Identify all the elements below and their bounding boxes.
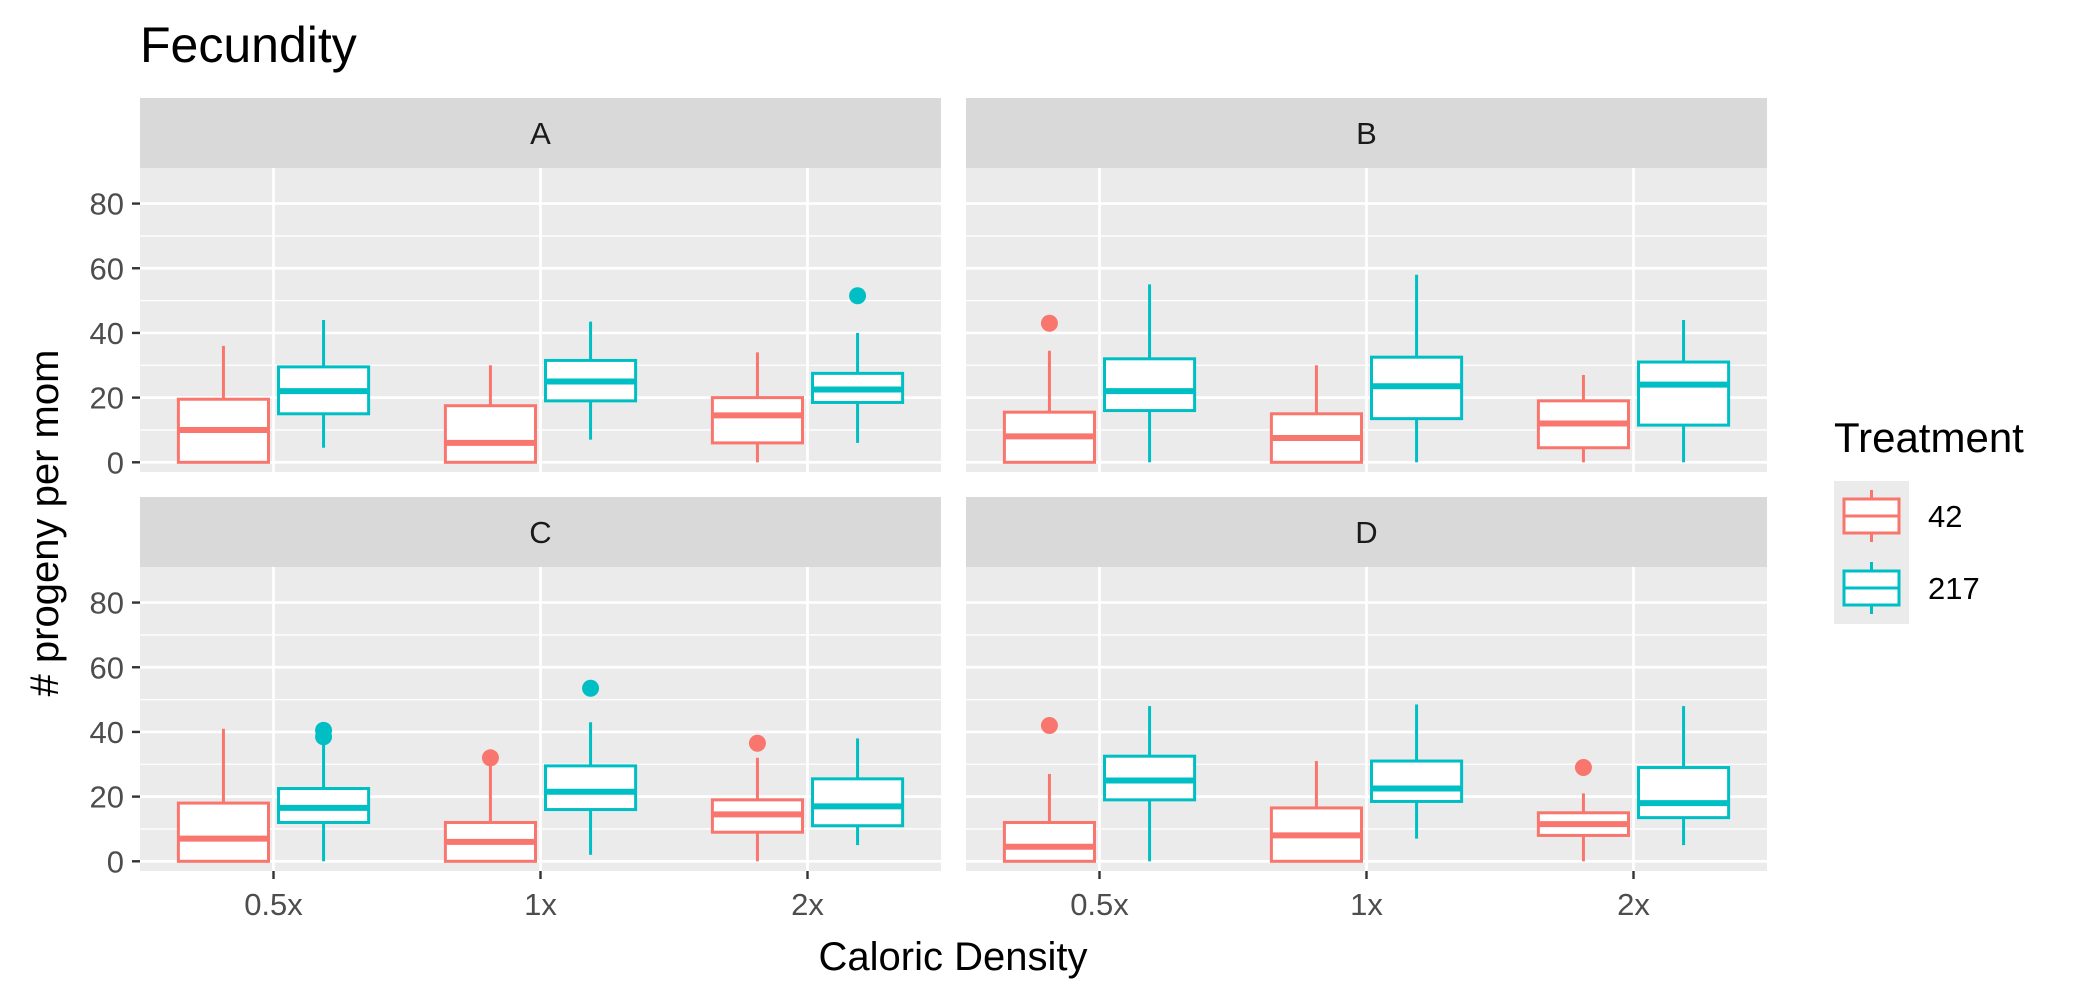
y-tick-label: 80 (90, 586, 124, 621)
legend-title: Treatment (1834, 414, 2024, 461)
facet-strip-label: D (1355, 515, 1377, 550)
box-iqr (710, 396, 804, 445)
facet-panel-d: D 0.5x 1x 2x (966, 497, 1767, 922)
y-tick-label: 0 (107, 445, 124, 480)
box-iqr (1002, 820, 1096, 863)
box-1x-42 (443, 365, 537, 464)
y-tick-label: 60 (90, 251, 124, 286)
outlier-point (582, 679, 600, 697)
facet-panels: A 0 20 40 60 80 B C 0 20 40 60 80 0.5x 1x 2x D 0.5x 1x 2x (90, 98, 1767, 922)
box-1x-42 (443, 749, 537, 863)
box-1x-42 (1269, 761, 1363, 863)
box-1x-217 (544, 321, 638, 440)
box-iqr (544, 764, 638, 812)
outlier-point (481, 749, 499, 767)
box-0.5x-42 (176, 345, 270, 464)
facet-strip (966, 98, 1767, 168)
box-0.5x-217 (1103, 284, 1197, 463)
legend-label: 217 (1928, 571, 1980, 606)
box-0.5x-42 (1002, 314, 1096, 464)
box-iqr (811, 777, 905, 828)
box-1x-42 (1269, 365, 1363, 464)
legend-item-42: 42 (1842, 490, 1962, 542)
legend: Treatment 42 217 (1834, 414, 2024, 624)
box-2x-217 (811, 738, 905, 846)
outlier-point (1040, 314, 1058, 332)
outlier-point (849, 287, 867, 305)
chart-title: Fecundity (140, 17, 357, 73)
outlier-point (1574, 759, 1592, 777)
x-tick-label: 1x (524, 887, 557, 922)
outlier-point (1040, 716, 1058, 734)
x-tick-label: 2x (791, 887, 824, 922)
box-0.5x-217 (277, 320, 371, 448)
facet-strip-label: A (530, 116, 551, 151)
outlier-point (315, 721, 333, 739)
y-tick-label: 40 (90, 316, 124, 351)
box-2x-42 (1536, 374, 1630, 463)
box-2x-42 (1536, 759, 1630, 862)
box-1x-217 (1370, 704, 1464, 839)
y-tick-label: 40 (90, 715, 124, 750)
facet-strip-label: C (529, 515, 551, 550)
x-tick-label: 0.5x (244, 887, 303, 922)
y-tick-label: 0 (107, 844, 124, 879)
box-1x-217 (544, 679, 638, 855)
box-0.5x-42 (1002, 716, 1096, 863)
outlier-point (748, 734, 766, 752)
x-tick-label: 2x (1617, 887, 1650, 922)
box-iqr (176, 801, 270, 863)
box-2x-42 (710, 352, 804, 463)
facet-strip (140, 497, 941, 567)
box-2x-217 (811, 287, 905, 443)
y-tick-label: 60 (90, 650, 124, 685)
facet-strip (140, 98, 941, 168)
box-0.5x-217 (277, 721, 371, 862)
box-iqr (443, 404, 537, 464)
box-0.5x-217 (1103, 706, 1197, 862)
x-tick-label: 1x (1350, 887, 1383, 922)
facet-panel-b: B (966, 98, 1767, 472)
facet-panel-c: C 0 20 40 60 80 0.5x 1x 2x (90, 497, 941, 922)
legend-label: 42 (1928, 499, 1962, 534)
box-iqr (1637, 360, 1731, 427)
box-2x-217 (1637, 320, 1731, 463)
facet-strip-label: B (1356, 116, 1377, 151)
box-1x-217 (1370, 274, 1464, 463)
y-tick-label: 20 (90, 780, 124, 815)
x-tick-label: 0.5x (1070, 887, 1129, 922)
box-iqr (1370, 759, 1464, 803)
box-2x-217 (1637, 706, 1731, 846)
y-tick-label: 20 (90, 381, 124, 416)
box-iqr (1103, 357, 1197, 413)
box-iqr (1637, 766, 1731, 820)
x-axis-title: Caloric Density (819, 935, 1088, 979)
facet-strip (966, 497, 1767, 567)
box-0.5x-42 (176, 728, 270, 863)
y-tick-label: 80 (90, 187, 124, 222)
facet-panel-a: A 0 20 40 60 80 (90, 98, 941, 480)
box-2x-42 (710, 734, 804, 862)
legend-item-217: 217 (1842, 562, 1980, 614)
y-axis-title: # progeny per mom (23, 350, 67, 697)
